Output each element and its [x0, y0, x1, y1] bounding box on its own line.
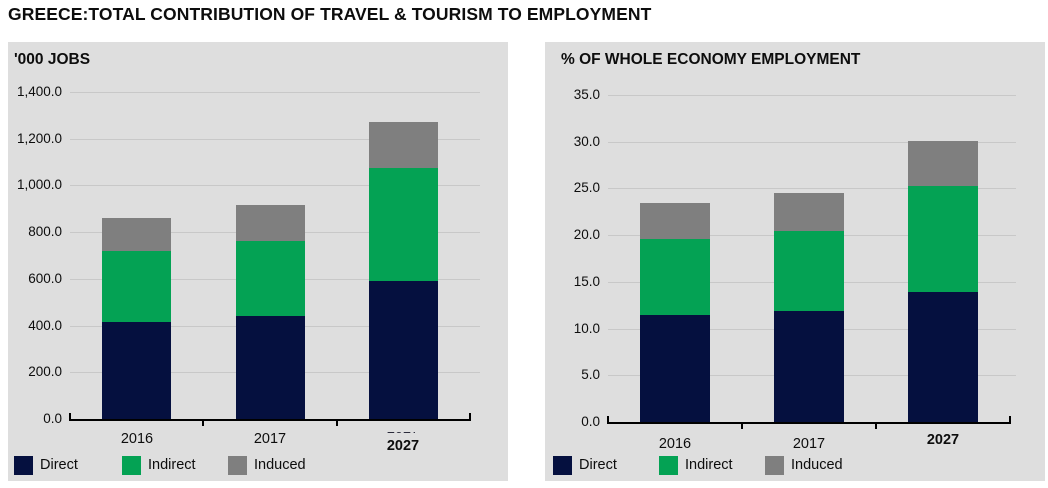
percent-chart-title: % OF WHOLE ECONOMY EMPLOYMENT: [561, 51, 861, 68]
axis-tick: [875, 424, 877, 429]
bar-segment-direct-2027: [369, 281, 438, 419]
axis-tick: [336, 421, 338, 426]
percent-chart-legend: Direct Indirect Induced: [545, 455, 1045, 475]
gridline: [70, 92, 480, 93]
x-label-2027: 2027: [926, 432, 960, 448]
direct-swatch: [553, 455, 572, 475]
bar-segment-induced-2017: [774, 193, 844, 231]
y-tick-label: 0.0: [43, 411, 62, 426]
axis-end-tick: [607, 416, 609, 424]
x-axis-line: [608, 422, 1010, 424]
bar-segment-induced-2016: [640, 203, 710, 239]
legend-item-induced: Induced: [765, 455, 843, 475]
induced-swatch: [765, 455, 784, 475]
bar-segment-induced-2017: [236, 205, 305, 241]
bar-segment-direct-2027: [908, 292, 978, 422]
legend-item-induced: Induced: [228, 455, 306, 475]
x-axis-line: [70, 419, 470, 421]
y-tick-label: 400.0: [28, 318, 62, 333]
legend-label-indirect: Indirect: [148, 457, 196, 473]
legend-label-induced: Induced: [254, 457, 306, 473]
percent-chart-plot: 0.0 5.0 10.0 15.0 20.0 25.0 30.0 35.0 2016 2017 20…: [545, 42, 1045, 481]
legend-item-direct: Direct: [14, 455, 78, 475]
x-label-2027: 2027: [386, 438, 420, 454]
bar-segment-indirect-2017: [236, 241, 305, 316]
y-tick-label: 15.0: [573, 274, 600, 289]
y-tick-label: 25.0: [573, 180, 600, 195]
y-tick-label: 10.0: [573, 321, 600, 336]
y-tick-label: 800.0: [28, 224, 62, 239]
jobs-chart-title: '000 JOBS: [14, 51, 91, 68]
bar-segment-direct-2017: [774, 311, 844, 422]
gridline: [608, 142, 1016, 143]
page-title: GREECE:TOTAL CONTRIBUTION OF TRAVEL & TO…: [8, 4, 652, 24]
y-tick-label: 1,000.0: [16, 177, 62, 192]
gridline: [70, 185, 480, 186]
jobs-chart-plot: 0.0 200.0 400.0 600.0 800.0 1,000.0 1,200.0 1,4…: [8, 42, 508, 481]
x-label-2016: 2016: [120, 431, 154, 447]
legend-item-indirect: Indirect: [659, 455, 733, 475]
gridline: [608, 188, 1016, 189]
legend-label-direct: Direct: [40, 457, 78, 473]
bar-segment-indirect-2027: [908, 186, 978, 292]
indirect-swatch: [122, 455, 141, 475]
legend-label-induced: Induced: [791, 457, 843, 473]
x-label-ghost-2027: 2027: [386, 421, 420, 437]
bar-segment-indirect-2016: [102, 251, 171, 322]
legend-label-indirect: Indirect: [685, 457, 733, 473]
legend-label-direct: Direct: [579, 457, 617, 473]
bar-segment-induced-2027: [369, 122, 438, 168]
x-label-2017: 2017: [792, 436, 826, 452]
gridline: [608, 95, 1016, 96]
y-tick-label: 1,200.0: [16, 131, 62, 146]
x-label-2017: 2017: [253, 431, 287, 447]
jobs-chart-panel: '000 JOBS 0.0 200.0 400.0 600.0 800.0 1,000.0…: [8, 42, 508, 481]
bar-segment-induced-2027: [908, 141, 978, 186]
gridline: [70, 139, 480, 140]
y-tick-label: 20.0: [573, 227, 600, 242]
axis-tick: [202, 421, 204, 426]
x-label-2016: 2016: [658, 436, 692, 452]
y-tick-label: 30.0: [573, 134, 600, 149]
bar-segment-indirect-2017: [774, 231, 844, 311]
percent-chart-panel: % OF WHOLE ECONOMY EMPLOYMENT 0.0 5.0 10.0…: [545, 42, 1045, 481]
bar-segment-direct-2016: [640, 315, 710, 422]
indirect-swatch: [659, 455, 678, 475]
axis-end-tick: [1009, 416, 1011, 424]
induced-swatch: [228, 455, 247, 475]
legend-item-indirect: Indirect: [122, 455, 196, 475]
y-tick-label: 1,400.0: [16, 84, 62, 99]
bar-segment-indirect-2027: [369, 168, 438, 281]
y-tick-label: 35.0: [573, 87, 600, 102]
jobs-chart-legend: Direct Indirect Induced: [8, 455, 508, 475]
y-tick-label: 0.0: [581, 414, 600, 429]
axis-end-tick: [469, 413, 471, 421]
legend-item-direct: Direct: [553, 455, 617, 475]
bar-segment-indirect-2016: [640, 239, 710, 315]
direct-swatch: [14, 455, 33, 475]
axis-end-tick: [69, 413, 71, 421]
bar-segment-direct-2016: [102, 322, 171, 419]
bar-segment-direct-2017: [236, 316, 305, 419]
axis-tick: [741, 424, 743, 429]
y-tick-label: 200.0: [28, 364, 62, 379]
y-tick-label: 600.0: [28, 271, 62, 286]
bar-segment-induced-2016: [102, 218, 171, 251]
y-tick-label: 5.0: [581, 367, 600, 382]
